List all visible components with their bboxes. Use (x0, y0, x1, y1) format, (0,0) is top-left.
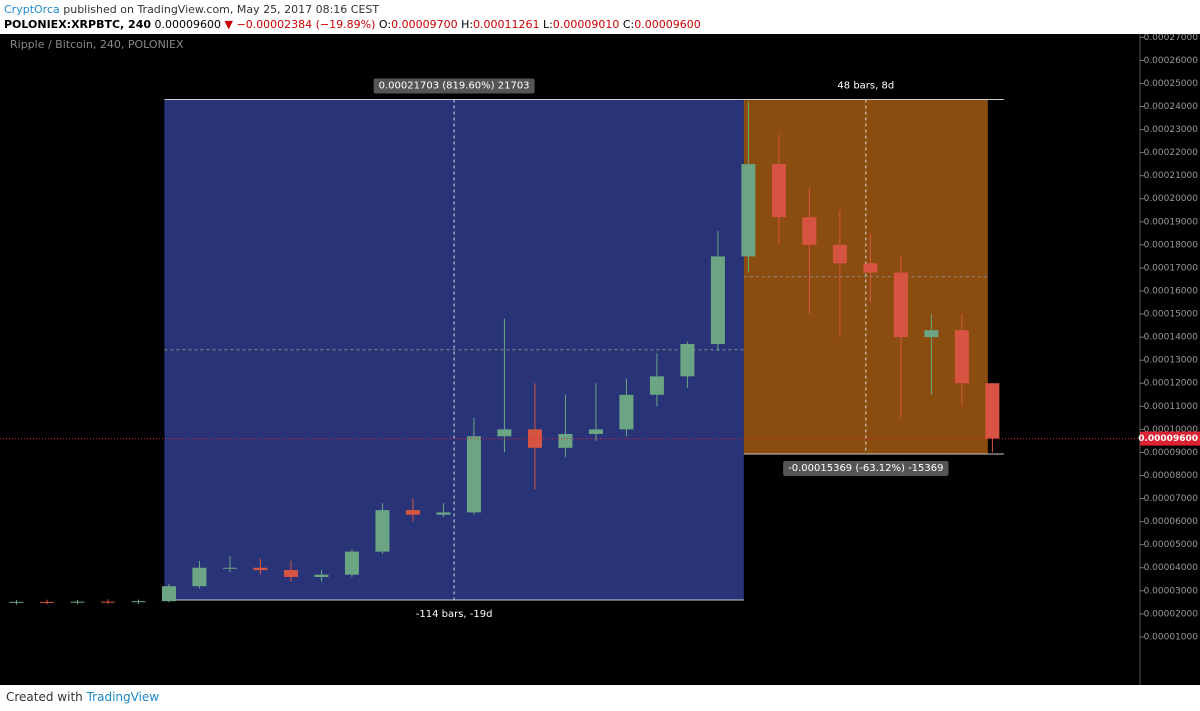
y-tick-label: 0.00021000 (1144, 171, 1199, 181)
ohlc-o-value: 0.00009700 (391, 18, 458, 31)
ohlc-l-value: 0.00009010 (552, 18, 620, 31)
y-tick-label: 0.00006000 (1144, 517, 1199, 527)
candle-body (863, 263, 878, 273)
chart: Ripple / Bitcoin, 240, POLONIEX 0.000010… (0, 34, 1200, 685)
y-tick-label: 0.00011000 (1144, 402, 1199, 412)
candle-body (741, 164, 756, 257)
candle-body (344, 551, 359, 575)
ohlc-l: L: (543, 18, 553, 31)
label-box (373, 78, 535, 94)
candle-body (893, 272, 908, 338)
candle-body (100, 601, 115, 603)
candle-body (9, 601, 24, 603)
candle-body (588, 429, 603, 434)
change: ▼ −0.00002384 (−19.89%) (224, 18, 376, 31)
quote-line: POLONIEX:XRPBTC, 240 0.00009600 ▼ −0.000… (4, 17, 701, 32)
last-price-label: 0.00009600 (1138, 434, 1198, 444)
y-tick-label: 0.00023000 (1144, 125, 1199, 135)
candle-body (924, 330, 939, 338)
author[interactable]: CryptOrca (4, 3, 60, 16)
y-tick-label: 0.00002000 (1144, 609, 1199, 619)
candle-body (436, 512, 451, 515)
publish-line: CryptOrca published on TradingView.com, … (4, 2, 701, 17)
candle-body (649, 376, 664, 395)
y-tick-label: 0.00016000 (1144, 286, 1199, 296)
y-tick-label: 0.00014000 (1144, 333, 1199, 343)
created: Created with (6, 690, 83, 704)
ohlc-c-value: 0.00009600 (634, 18, 701, 31)
candle-body (466, 436, 481, 513)
candle-body (710, 256, 725, 345)
y-tick-label: 0.00025000 (1144, 79, 1199, 89)
y-tick-label: 0.00010000 (1144, 425, 1199, 435)
chart-title: Ripple / Bitcoin, 240, POLONIEX (10, 38, 184, 51)
brand[interactable]: TradingView (86, 690, 160, 704)
symbol: POLONIEX:XRPBTC, 240 (4, 18, 152, 31)
candle-body (558, 433, 573, 448)
y-tick-label: 0.00007000 (1144, 494, 1199, 504)
candle-body (375, 510, 390, 552)
measure-price-label: -0.00015369 (-63.12%) -15369 (788, 463, 943, 474)
measure-price-label: 0.00021703 (819.60%) 21703 (379, 81, 530, 92)
candle-body (802, 217, 817, 245)
candle-body (39, 601, 54, 603)
y-tick-label: 0.00012000 (1144, 379, 1199, 389)
ohlc-c: C: (622, 18, 635, 31)
y-tick-label: 0.00022000 (1144, 148, 1199, 158)
candle-body (832, 244, 847, 264)
measure-bars-label: 48 bars, 8d (837, 81, 894, 92)
footer: Created with TradingView (6, 690, 159, 704)
measure-bars-label: -114 bars, -19d (416, 609, 493, 620)
candle-body (253, 567, 268, 571)
candle-body (497, 429, 512, 437)
y-tick-label: 0.00018000 (1144, 240, 1199, 250)
candle-body (283, 570, 298, 577)
candle-body (131, 601, 146, 603)
candle-body (954, 330, 969, 384)
candle-body (222, 567, 237, 569)
y-tick-label: 0.00020000 (1144, 194, 1199, 204)
last-price-box (1140, 431, 1200, 446)
header: CryptOrca published on TradingView.com, … (4, 2, 701, 32)
y-tick-label: 0.00017000 (1144, 263, 1199, 273)
y-tick-label: 0.00015000 (1144, 310, 1199, 320)
y-tick-label: 0.00004000 (1144, 563, 1199, 573)
y-tick-label: 0.00013000 (1144, 356, 1199, 366)
candle-body (314, 574, 329, 577)
ohlc-o: O: (378, 18, 392, 31)
y-tick-label: 0.00001000 (1144, 632, 1199, 642)
candle-body (405, 510, 420, 515)
candle-body (619, 394, 634, 430)
candle-body (161, 586, 176, 602)
y-tick-label: 0.00019000 (1144, 217, 1199, 227)
y-tick-label: 0.00005000 (1144, 540, 1199, 550)
ohlc-h-value: 0.00011261 (473, 18, 540, 31)
candle-body (985, 383, 1000, 439)
y-tick-label: 0.00026000 (1144, 56, 1199, 66)
published: published on TradingView.com, May 25, 20… (63, 3, 380, 16)
y-tick-label: 0.00024000 (1144, 102, 1199, 112)
candle-body (70, 601, 85, 603)
last: 0.00009600 (154, 18, 222, 31)
candle-body (680, 344, 695, 377)
candle-body (192, 567, 207, 587)
label-box (783, 460, 949, 476)
y-tick-label: 0.00003000 (1144, 586, 1199, 596)
ohlc-h: H: (461, 18, 474, 31)
y-tick-label: 0.00008000 (1144, 471, 1199, 481)
y-tick-label: 0.00027000 (1144, 34, 1199, 43)
y-tick-label: 0.00009000 (1144, 448, 1199, 458)
candle-body (771, 164, 786, 218)
